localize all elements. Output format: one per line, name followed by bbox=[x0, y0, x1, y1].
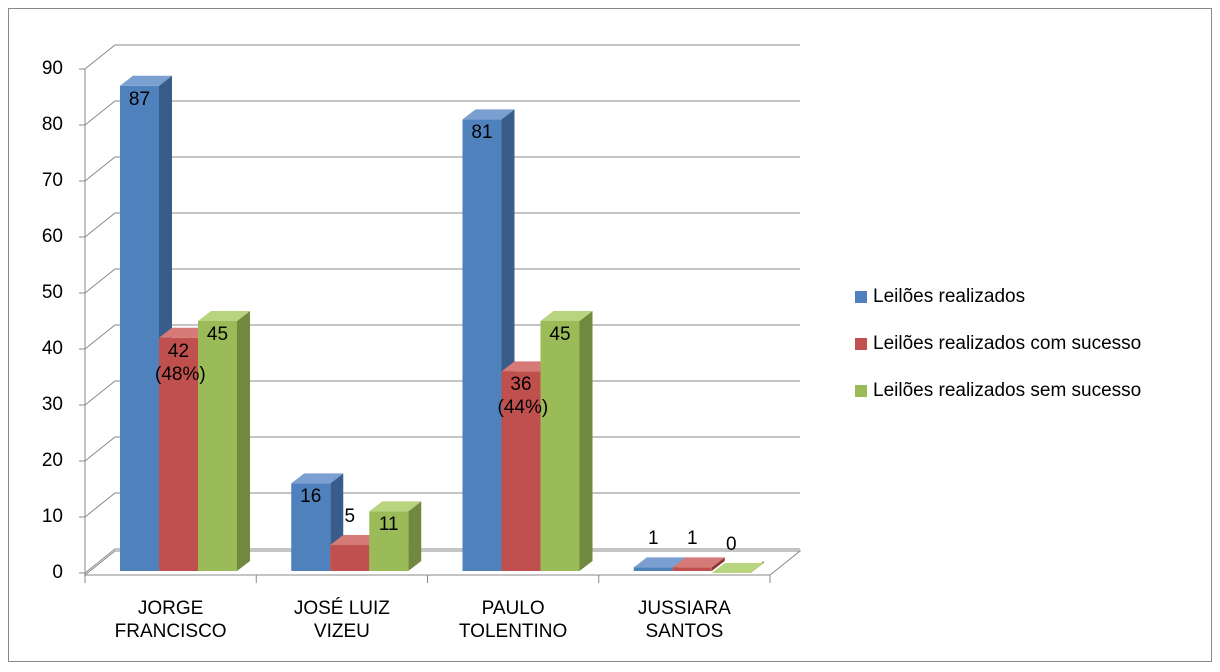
data-label: 11 bbox=[378, 514, 399, 536]
legend-swatch bbox=[855, 338, 867, 350]
data-label: 45 bbox=[549, 324, 571, 345]
data-label: 36 (44%) bbox=[497, 374, 549, 419]
x-tick-label: JUSSIARA SANTOS bbox=[637, 598, 731, 642]
bar-top bbox=[462, 109, 515, 120]
data-label: 1 bbox=[647, 528, 659, 550]
bar-front bbox=[330, 545, 370, 571]
floor bbox=[83, 550, 802, 576]
bar-top bbox=[711, 563, 764, 573]
x-tick-label: PAULO TOLENTINO bbox=[458, 598, 568, 642]
grid-line bbox=[84, 100, 800, 126]
legend-label: Leilões realizados bbox=[873, 286, 1025, 307]
grid-line bbox=[84, 44, 800, 70]
bar-side bbox=[711, 557, 725, 571]
bar-side bbox=[237, 311, 250, 571]
grid-line bbox=[84, 212, 800, 238]
y-tick-label: 70 bbox=[42, 170, 63, 191]
grid-line bbox=[84, 268, 800, 294]
bar-top bbox=[198, 311, 250, 321]
bar-top bbox=[291, 473, 344, 484]
bar-front bbox=[501, 371, 541, 571]
legend-swatch bbox=[855, 385, 867, 397]
legend-label: Leilões realizados sem sucesso bbox=[873, 380, 1141, 401]
bar-front bbox=[159, 337, 198, 571]
y-tick-label: 10 bbox=[42, 506, 63, 527]
bar-front bbox=[672, 567, 712, 571]
bar-front bbox=[369, 511, 409, 571]
bar bbox=[540, 311, 593, 571]
bar-top bbox=[120, 75, 172, 86]
bar bbox=[672, 557, 725, 571]
y-tick-label: 90 bbox=[42, 58, 63, 79]
bar-front bbox=[291, 483, 331, 571]
data-label: 16 bbox=[300, 486, 322, 508]
y-tick-label: 0 bbox=[52, 562, 63, 583]
y-tick-label: 30 bbox=[42, 394, 63, 415]
bar-top bbox=[633, 557, 686, 568]
y-tick-label: 80 bbox=[42, 114, 63, 135]
bar-top bbox=[369, 501, 422, 512]
bar-front bbox=[120, 85, 159, 572]
legend-label: Leilões realizados com sucesso bbox=[873, 333, 1141, 354]
y-tick-label: 20 bbox=[42, 450, 63, 471]
y-tick-label: 60 bbox=[42, 226, 63, 247]
bar-side bbox=[408, 501, 422, 571]
data-label: 0 bbox=[725, 534, 737, 555]
data-label: 45 bbox=[206, 324, 229, 345]
grid-line bbox=[84, 156, 800, 182]
legend-swatch bbox=[855, 291, 867, 303]
bar-front bbox=[633, 567, 673, 571]
bar-front bbox=[198, 321, 237, 571]
bar-top bbox=[672, 557, 725, 568]
bar-side bbox=[579, 311, 593, 571]
bar-front bbox=[462, 119, 502, 572]
x-tick-label: JOSÉ LUIZ VIZEU bbox=[293, 598, 390, 642]
bar bbox=[369, 501, 422, 571]
bar bbox=[198, 311, 250, 571]
data-label: 42 (48%) bbox=[155, 340, 206, 385]
data-label: 1 bbox=[686, 528, 698, 550]
y-tick-label: 40 bbox=[42, 338, 63, 359]
bar-front bbox=[540, 321, 580, 571]
data-label: 81 bbox=[471, 122, 493, 144]
data-label: 5 bbox=[344, 506, 356, 527]
data-label: 87 bbox=[128, 88, 151, 110]
bar bbox=[711, 561, 764, 573]
x-tick-label: JORGE FRANCISCO bbox=[114, 598, 227, 642]
y-tick-label: 50 bbox=[42, 282, 63, 303]
bar-top bbox=[540, 311, 593, 321]
